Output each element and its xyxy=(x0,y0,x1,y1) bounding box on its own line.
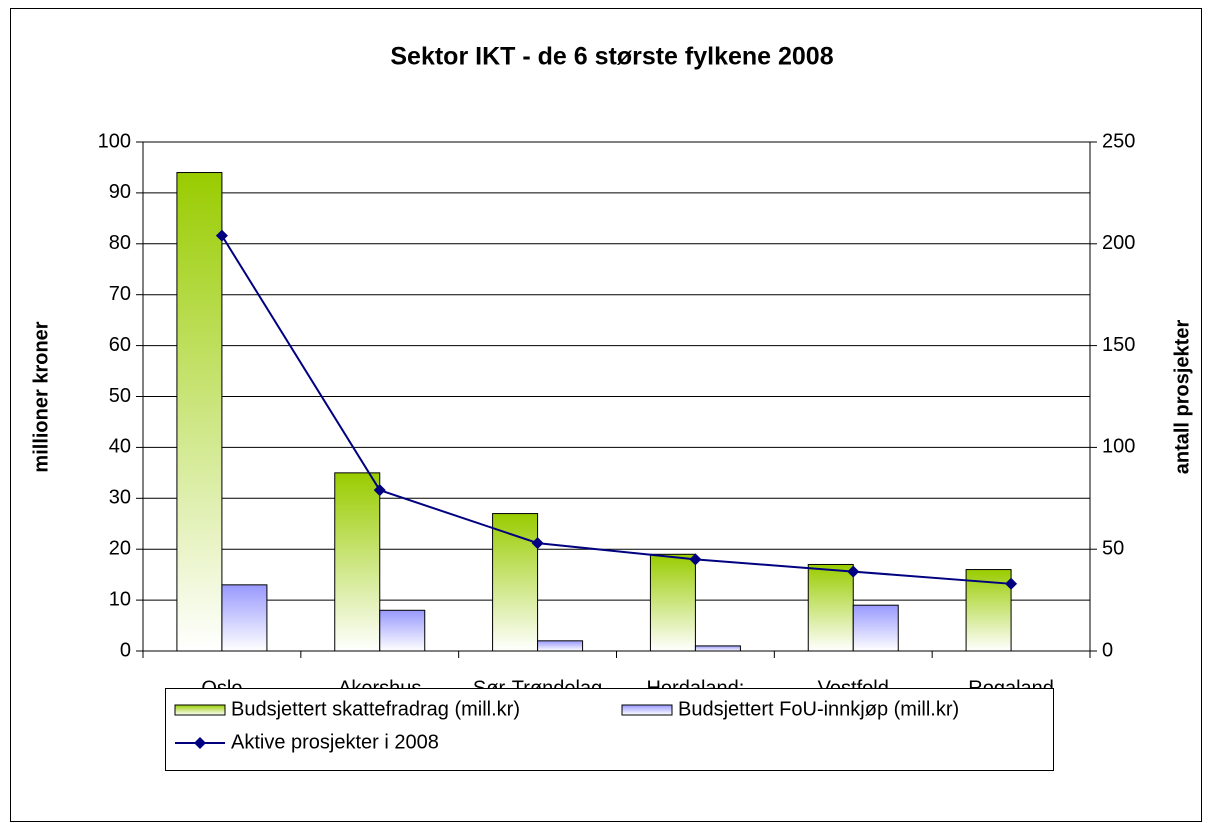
bar xyxy=(334,472,381,652)
marker xyxy=(1005,577,1018,590)
marker xyxy=(689,553,702,566)
y2-axis-title: antall prosjekter xyxy=(1171,320,1193,475)
y-tick-label: 100 xyxy=(98,130,131,152)
marker xyxy=(531,537,544,550)
y2-tick-label: 150 xyxy=(1102,334,1135,356)
marker xyxy=(373,484,386,497)
legend-label: Budsjettert FoU-innkjøp (mill.kr) xyxy=(678,698,959,720)
y2-tick-label: 250 xyxy=(1102,130,1135,152)
bar xyxy=(379,609,426,652)
bar xyxy=(694,645,741,652)
y-tick-label: 10 xyxy=(109,588,131,610)
y-tick-label: 40 xyxy=(109,436,131,458)
y2-tick-label: 0 xyxy=(1102,639,1113,661)
y-tick-label: 50 xyxy=(109,385,131,407)
legend-box xyxy=(165,688,1054,771)
y-tick-label: 0 xyxy=(120,639,131,661)
legend-label: Aktive prosjekter i 2008 xyxy=(231,731,439,753)
bar xyxy=(221,584,268,652)
legend-swatch xyxy=(621,704,673,716)
y-axis-title: millioner kroner xyxy=(30,321,52,472)
bar xyxy=(537,640,584,652)
y-tick-label: 70 xyxy=(109,283,131,305)
y-tick-label: 20 xyxy=(109,537,131,559)
y-tick-label: 90 xyxy=(109,181,131,203)
y-tick-label: 30 xyxy=(109,487,131,509)
legend-label: Budsjettert skattefradrag (mill.kr) xyxy=(231,698,520,720)
y2-tick-label: 200 xyxy=(1102,232,1135,254)
bar xyxy=(807,563,854,652)
bar xyxy=(176,172,223,652)
bar xyxy=(649,553,696,652)
chart-title: Sektor IKT - de 6 største fylkene 2008 xyxy=(390,43,833,71)
line xyxy=(221,235,1012,585)
bar xyxy=(852,604,899,652)
y2-tick-label: 100 xyxy=(1102,436,1135,458)
legend-marker xyxy=(194,737,206,749)
marker xyxy=(847,565,860,578)
y2-tick-label: 50 xyxy=(1102,537,1124,559)
bar xyxy=(492,513,539,652)
legend-swatch xyxy=(174,704,226,716)
marker xyxy=(215,229,228,242)
y-tick-label: 80 xyxy=(109,232,131,254)
y-tick-label: 60 xyxy=(109,334,131,356)
